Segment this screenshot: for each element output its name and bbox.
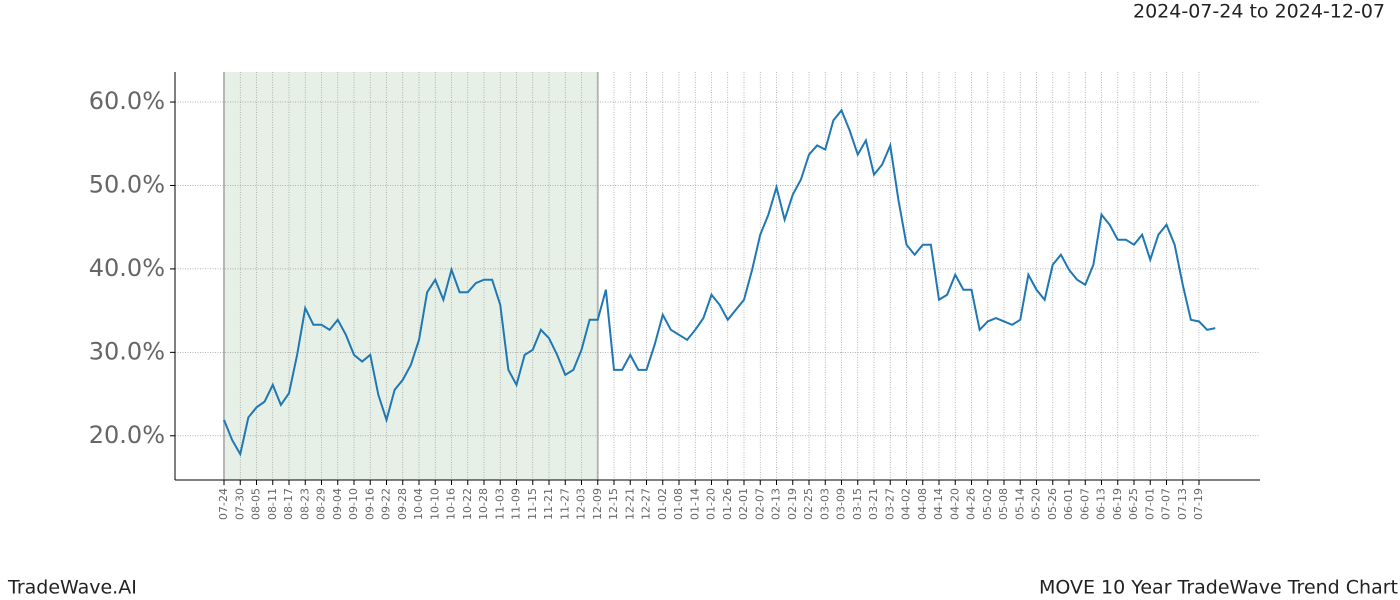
x-tick-label: 02-25 bbox=[802, 488, 815, 520]
x-tick-label: 06-25 bbox=[1127, 488, 1140, 520]
x-tick-label: 10-16 bbox=[445, 488, 458, 520]
x-tick-label: 05-20 bbox=[1030, 488, 1043, 520]
x-tick-label: 07-24 bbox=[217, 488, 230, 520]
x-tick-label: 12-15 bbox=[607, 488, 620, 520]
x-tick-label: 12-21 bbox=[623, 488, 636, 520]
x-tick-label: 02-13 bbox=[770, 488, 783, 520]
x-tick-label: 11-27 bbox=[558, 488, 571, 520]
x-tick-label: 04-02 bbox=[900, 488, 913, 520]
series-line bbox=[223, 108, 1216, 457]
x-tick-label: 10-22 bbox=[461, 488, 474, 520]
brand: TradeWave.AI bbox=[7, 577, 137, 599]
x-tick-label: 03-21 bbox=[867, 488, 880, 520]
x-tick-label: 10-04 bbox=[412, 488, 425, 520]
x-tick-label: 09-22 bbox=[380, 488, 393, 520]
y-tick-label: 30.0% bbox=[89, 337, 165, 365]
x-tick-label: 05-14 bbox=[1013, 488, 1026, 520]
x-tick-label: 10-10 bbox=[428, 488, 441, 520]
x-tick-label: 08-23 bbox=[298, 488, 311, 520]
x-tick-label: 11-21 bbox=[542, 488, 555, 520]
chart-name: MOVE 10 Year TradeWave Trend Chart bbox=[1039, 577, 1398, 599]
x-tick-label: 02-07 bbox=[753, 488, 766, 520]
x-tick-label: 08-05 bbox=[250, 488, 263, 520]
x-tick-label: 01-20 bbox=[705, 488, 718, 520]
x-tick-label: 03-15 bbox=[851, 488, 864, 520]
x-tick-label: 12-27 bbox=[640, 488, 653, 520]
x-tick-label: 06-19 bbox=[1111, 488, 1124, 520]
x-tick-label: 04-14 bbox=[932, 488, 945, 520]
x-tick-label: 11-15 bbox=[526, 488, 539, 520]
y-tick-label: 40.0% bbox=[89, 254, 165, 282]
x-tick-label: 06-13 bbox=[1095, 488, 1108, 520]
x-tick-label: 04-26 bbox=[965, 488, 978, 520]
x-tick-label: 10-28 bbox=[477, 488, 490, 520]
x-tick-label: 05-08 bbox=[997, 488, 1010, 520]
x-tick-label: 04-08 bbox=[916, 488, 929, 520]
x-tick-label: 03-03 bbox=[818, 488, 831, 520]
x-tick-label: 01-02 bbox=[656, 488, 669, 520]
highlight-region bbox=[224, 72, 598, 480]
x-tick-label: 09-10 bbox=[347, 488, 360, 520]
x-tick-label: 11-09 bbox=[510, 488, 523, 520]
x-tick-label: 11-03 bbox=[493, 488, 506, 520]
x-tick-label: 07-07 bbox=[1160, 488, 1173, 520]
x-tick-label: 02-19 bbox=[786, 488, 799, 520]
x-tick-label: 01-14 bbox=[688, 488, 701, 520]
x-tick-label: 08-17 bbox=[282, 488, 295, 520]
x-tick-label: 02-01 bbox=[737, 488, 750, 520]
x-tick-label: 12-03 bbox=[575, 488, 588, 520]
x-tick-label: 04-20 bbox=[948, 488, 961, 520]
x-tick-label: 05-02 bbox=[981, 488, 994, 520]
x-tick-label: 06-01 bbox=[1062, 488, 1075, 520]
date-range: 2024-07-24 to 2024-12-07 bbox=[1133, 1, 1385, 23]
x-tick-label: 07-30 bbox=[233, 488, 246, 520]
y-tick-label: 20.0% bbox=[89, 421, 165, 449]
x-tick-label: 03-27 bbox=[883, 488, 896, 520]
x-tick-label: 12-09 bbox=[591, 488, 604, 520]
x-tick-label: 07-01 bbox=[1143, 488, 1156, 520]
x-tick-label: 01-08 bbox=[672, 488, 685, 520]
y-tick-label: 60.0% bbox=[89, 87, 165, 115]
x-tick-label: 09-04 bbox=[331, 488, 344, 520]
x-tick-label: 03-09 bbox=[835, 488, 848, 520]
x-tick-label: 07-13 bbox=[1176, 488, 1189, 520]
x-tick-label: 09-16 bbox=[363, 488, 376, 520]
x-tick-label: 01-26 bbox=[721, 488, 734, 520]
x-tick-label: 07-19 bbox=[1192, 488, 1205, 520]
x-tick-label: 08-11 bbox=[266, 488, 279, 520]
x-tick-label: 08-29 bbox=[315, 488, 328, 520]
y-tick-label: 50.0% bbox=[89, 170, 165, 198]
x-tick-label: 09-28 bbox=[396, 488, 409, 520]
x-tick-label: 05-26 bbox=[1046, 488, 1059, 520]
x-tick-label: 06-07 bbox=[1078, 488, 1091, 520]
